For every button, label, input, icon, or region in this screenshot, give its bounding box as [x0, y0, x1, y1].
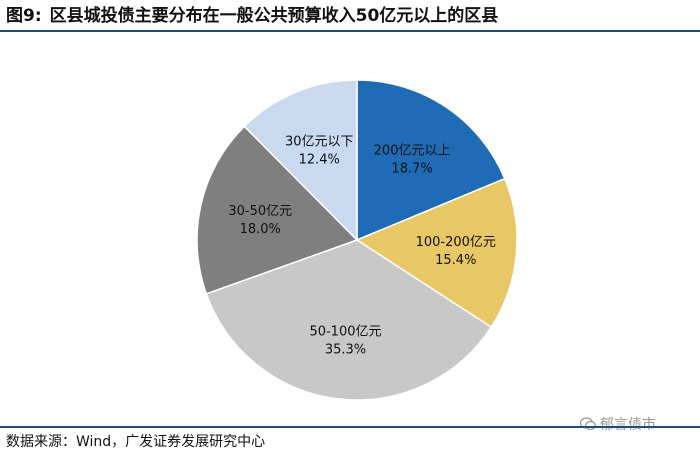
pie-slice-5 [243, 79, 358, 242]
slice-value-label: 12.4% [299, 152, 340, 167]
source-rule [0, 426, 700, 428]
figure-title-text: 区县城投债主要分布在一般公共预算收入50亿元以上的区县 [49, 6, 499, 26]
figure-title: 图9: 区县城投债主要分布在一般公共预算收入50亿元以上的区县 [6, 4, 694, 28]
data-source: 数据来源：Wind，广发证券发展研究中心 [6, 434, 266, 450]
slice-category-label: 50-100亿元 [309, 325, 381, 340]
slice-category-label: 200亿元以上 [374, 143, 451, 158]
slice-value-label: 15.4% [435, 253, 476, 268]
slice-value-label: 18.0% [240, 222, 281, 237]
slice-category-label: 100-200亿元 [416, 235, 496, 250]
slice-value-label: 35.3% [325, 343, 366, 358]
pie-slice-3 [205, 239, 493, 401]
pie-slice-1 [356, 79, 506, 242]
slice-category-label: 30亿元以下 [285, 134, 354, 149]
pie-slice-4 [196, 125, 359, 295]
slice-value-label: 18.7% [391, 161, 432, 176]
figure-number: 图9: [6, 6, 42, 26]
wechat-icon [579, 417, 596, 431]
slice-category-label: 30-50亿元 [228, 204, 292, 219]
pie-slice-2 [355, 177, 518, 329]
watermark: 郁言债市 [579, 414, 656, 434]
title-underline [0, 30, 700, 32]
watermark-text: 郁言债市 [600, 417, 656, 433]
